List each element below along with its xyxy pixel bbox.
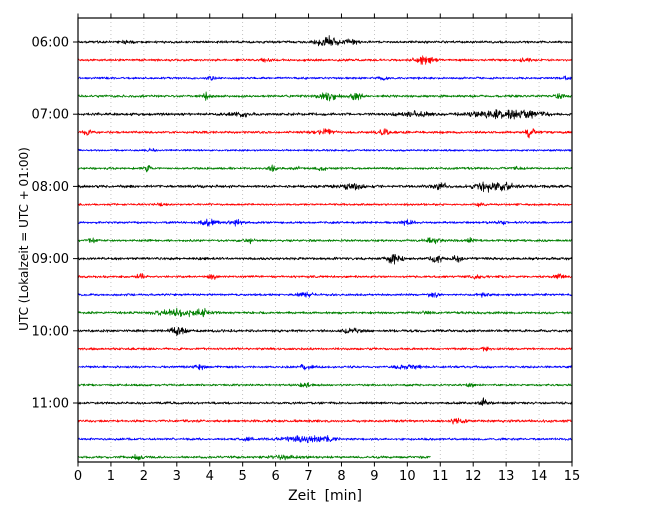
- trace-06:30: [77, 75, 573, 81]
- trace-11:15: [77, 417, 573, 425]
- x-tick-label: 2: [140, 469, 148, 484]
- trace-09:00: [77, 254, 572, 265]
- y-tick-label: 11:00: [32, 397, 69, 412]
- x-tick-label: 13: [498, 469, 515, 484]
- y-tick-label: 10:00: [32, 324, 69, 339]
- x-tick-label: 0: [74, 469, 82, 484]
- x-axis-label-text: Zeit [min]: [288, 488, 362, 504]
- x-tick-label: 11: [432, 469, 449, 484]
- plot-frame: [77, 17, 573, 463]
- trace-06:00: [77, 35, 573, 47]
- trace-07:00: [77, 109, 573, 120]
- y-tick-label: 09:00: [32, 252, 69, 267]
- trace-06:45: [77, 91, 573, 102]
- x-axis-label: Zeit [min]: [0, 488, 650, 504]
- x-tick-label: 6: [271, 469, 279, 484]
- trace-11:45: [77, 453, 431, 461]
- x-tick-label: 5: [239, 469, 247, 484]
- x-tick-label: 1: [107, 469, 115, 484]
- trace-11:00: [77, 397, 573, 406]
- trace-10:30: [78, 363, 573, 371]
- y-axis-label: UTC (Lokalzeit = UTC + 01:00): [17, 147, 31, 331]
- trace-06:15: [77, 55, 573, 65]
- trace-09:30: [77, 291, 573, 299]
- x-tick-label: 4: [206, 469, 214, 484]
- trace-08:00: [77, 181, 572, 193]
- x-tick-label: 12: [465, 469, 482, 484]
- trace-09:45: [77, 307, 573, 318]
- trace-07:45: [77, 164, 573, 173]
- x-tick-label: 3: [173, 469, 181, 484]
- trace-11:30: [77, 434, 573, 444]
- trace-07:30: [77, 147, 573, 152]
- trace-10:15: [78, 346, 573, 352]
- x-tick-label: 9: [370, 469, 378, 484]
- trace-08:45: [77, 236, 573, 245]
- y-tick-label: 08:00: [32, 180, 69, 195]
- x-tick-label: 8: [337, 469, 345, 484]
- y-tick-label: 07:00: [32, 108, 69, 123]
- x-tick-label: 7: [304, 469, 312, 484]
- trace-08:30: [77, 218, 573, 227]
- trace-07:15: [77, 128, 573, 139]
- x-tick-label: 14: [531, 469, 548, 484]
- x-tick-label: 15: [564, 469, 581, 484]
- trace-10:45: [77, 382, 573, 389]
- trace-09:15: [77, 273, 573, 280]
- trace-08:15: [77, 202, 573, 208]
- y-tick-label: 06:00: [32, 36, 69, 51]
- trace-10:00: [77, 326, 572, 337]
- x-tick-label: 10: [399, 469, 416, 484]
